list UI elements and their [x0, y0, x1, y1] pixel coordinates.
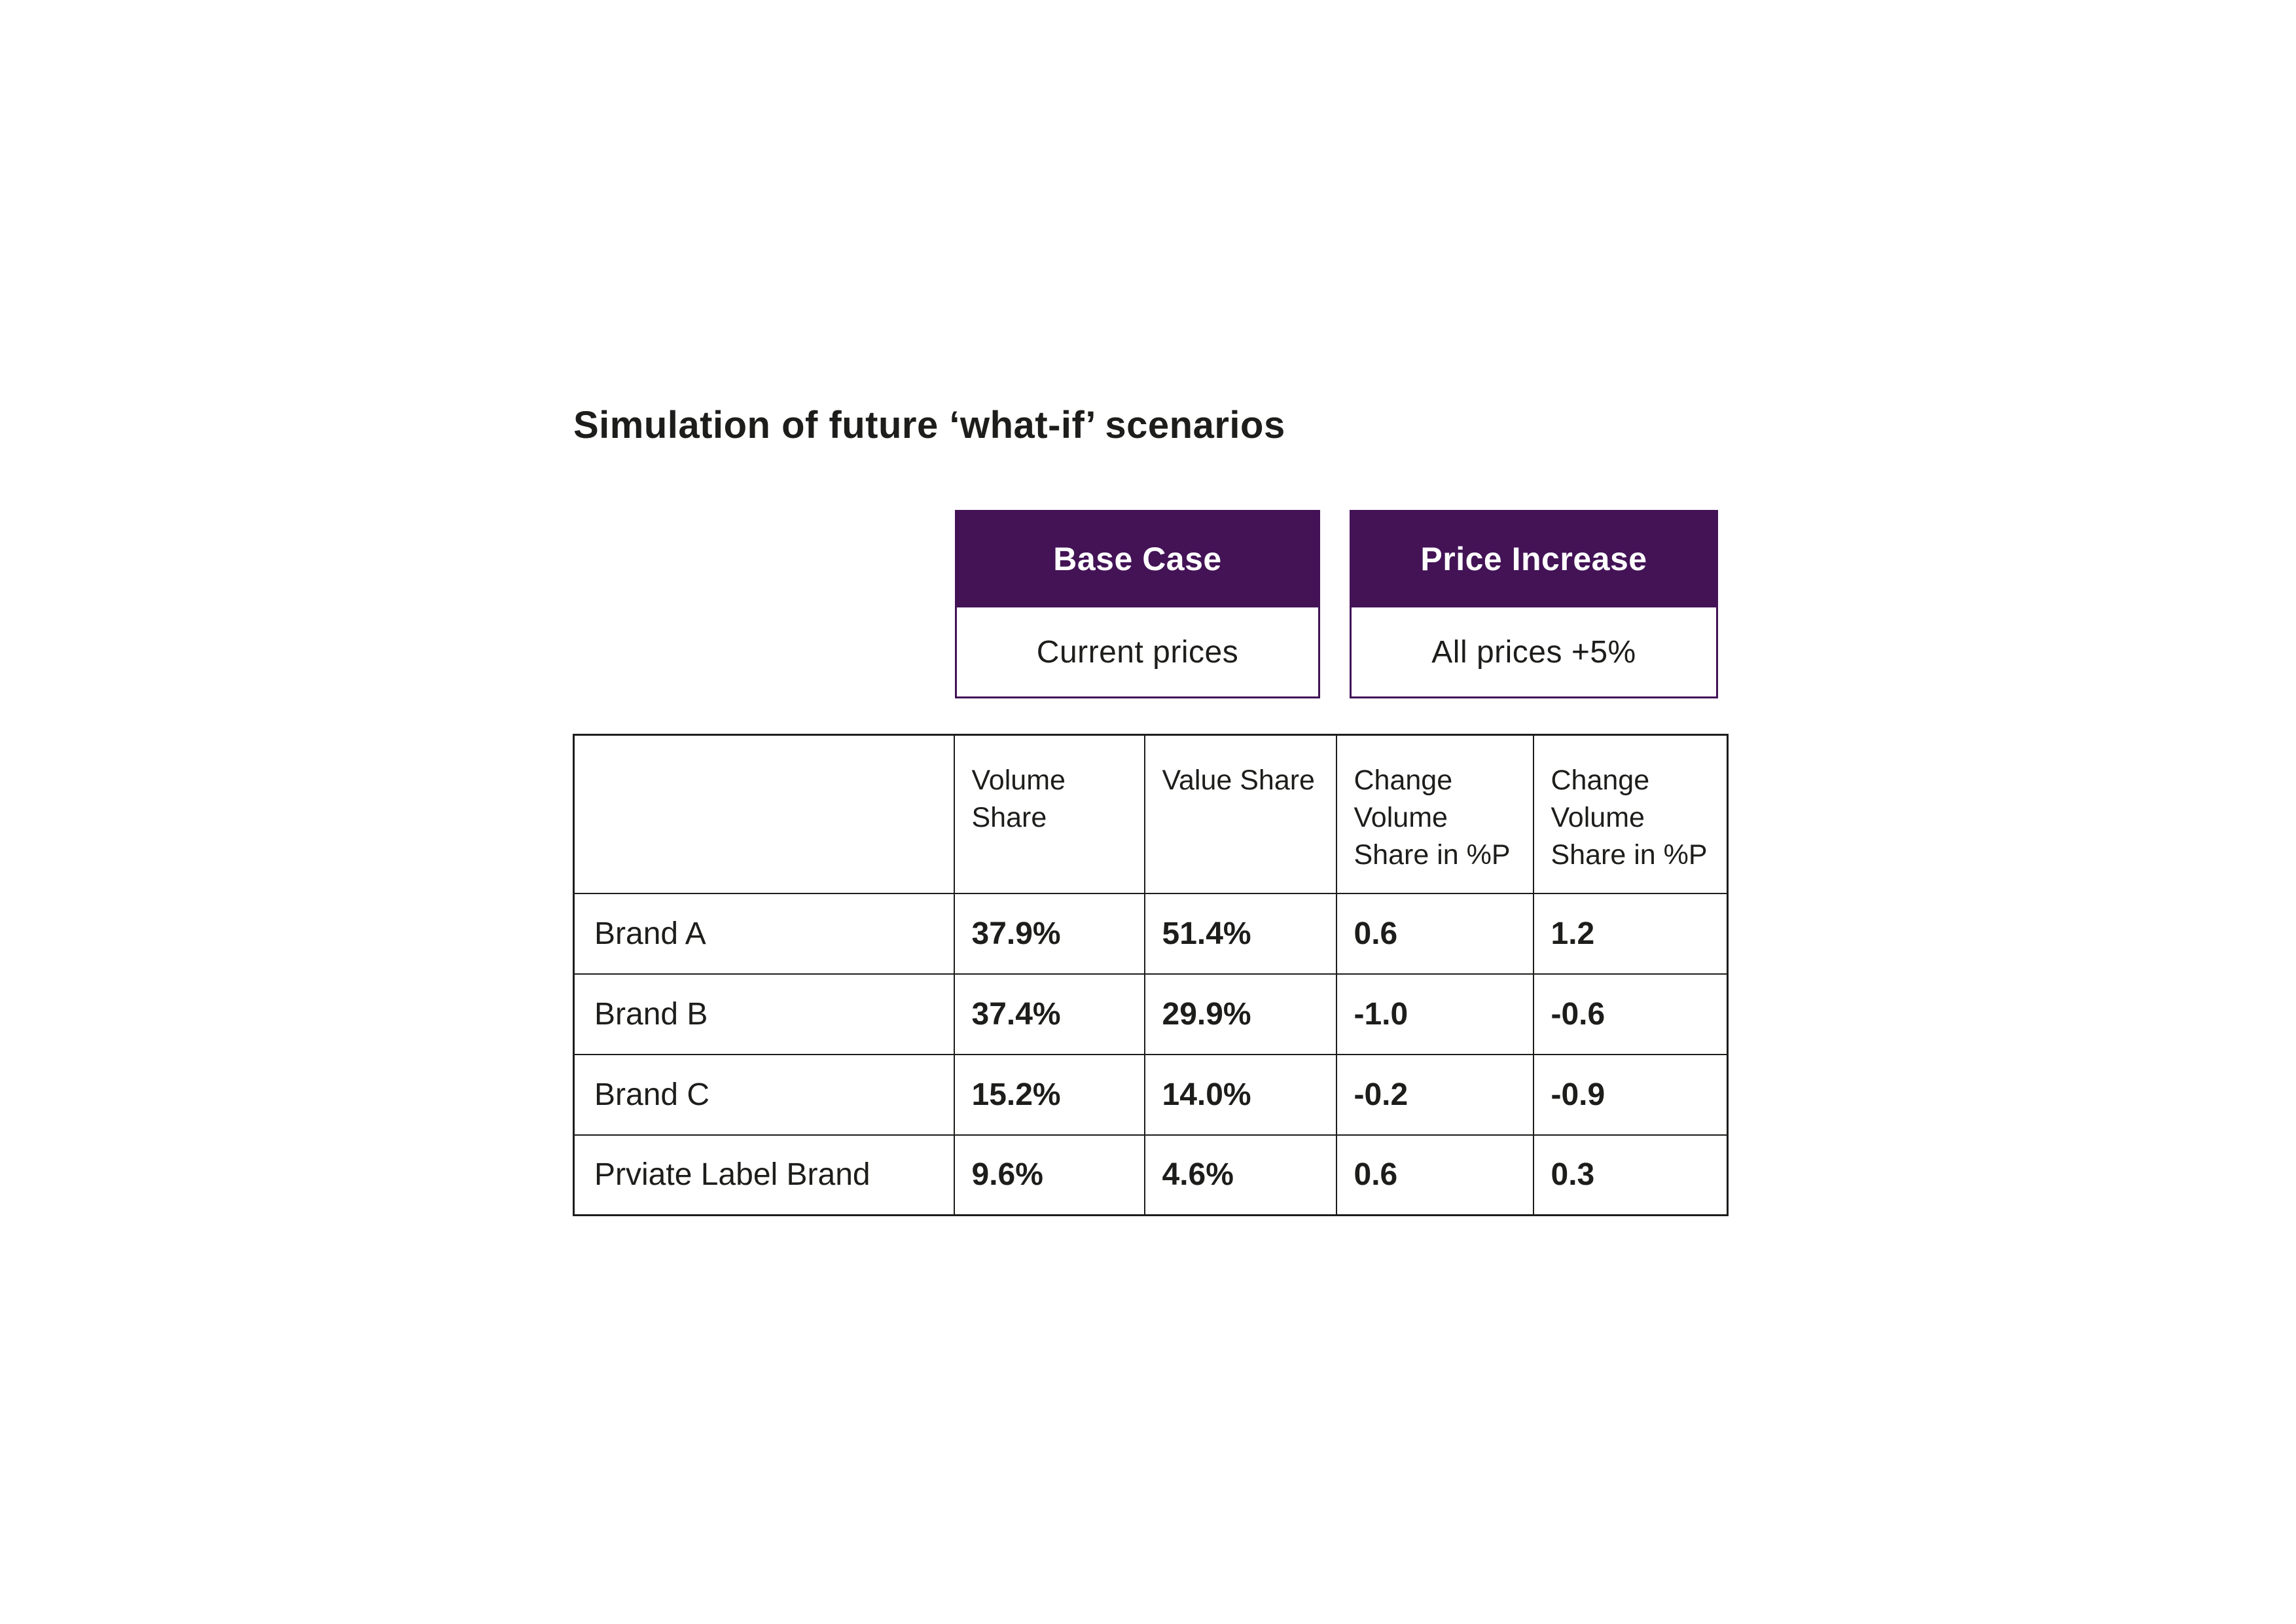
cell-volume-share: 37.4% — [953, 973, 1145, 1055]
cell-value-share: 4.6% — [1143, 1134, 1337, 1216]
table-row-brand-b: Brand B 37.4% 29.9% -1.0 -0.6 — [573, 973, 1729, 1055]
cell-volume-share: 37.9% — [953, 892, 1145, 975]
simulation-table: Volume Share Value Share Change Volume S… — [573, 734, 1729, 1216]
cell-value-share: 29.9% — [1143, 973, 1337, 1055]
table-row-private-label: Prviate Label Brand 9.6% 4.6% 0.6 0.3 — [573, 1134, 1729, 1216]
cell-change-price: 0.3 — [1532, 1134, 1729, 1216]
table-row-brand-a: Brand A 37.9% 51.4% 0.6 1.2 — [573, 892, 1729, 975]
scenario-base-case-description: Current prices — [955, 607, 1320, 698]
header-cell-volume-share: Volume Share — [953, 734, 1145, 894]
scenario-price-increase-header: Price Increase — [1350, 510, 1718, 607]
cell-volume-share: 15.2% — [953, 1053, 1145, 1136]
row-label: Brand B — [573, 973, 955, 1055]
cell-change-base: -1.0 — [1335, 973, 1534, 1055]
scenario-box-price-increase: Price Increase All prices +5% — [1350, 510, 1718, 698]
cell-change-price: -0.9 — [1532, 1053, 1729, 1136]
table-header-row: Volume Share Value Share Change Volume S… — [573, 734, 1729, 894]
row-label: Brand C — [573, 1053, 955, 1136]
scenario-base-case-header: Base Case — [955, 510, 1320, 607]
scenario-price-increase-description: All prices +5% — [1350, 607, 1718, 698]
row-label: Prviate Label Brand — [573, 1134, 955, 1216]
cell-change-base: 0.6 — [1335, 1134, 1534, 1216]
page-title: Simulation of future ‘what-if’ scenarios — [573, 404, 1285, 446]
table-row-brand-c: Brand C 15.2% 14.0% -0.2 -0.9 — [573, 1053, 1729, 1136]
cell-change-base: 0.6 — [1335, 892, 1534, 975]
scenario-box-base-case: Base Case Current prices — [955, 510, 1320, 698]
cell-change-price: 1.2 — [1532, 892, 1729, 975]
cell-volume-share: 9.6% — [953, 1134, 1145, 1216]
header-cell-change-volume-share-1: Change Volume Share in %P — [1335, 734, 1534, 894]
cell-value-share: 51.4% — [1143, 892, 1337, 975]
header-cell-empty — [573, 734, 955, 894]
cell-value-share: 14.0% — [1143, 1053, 1337, 1136]
row-label: Brand A — [573, 892, 955, 975]
header-cell-change-volume-share-2: Change Volume Share in %P — [1532, 734, 1729, 894]
header-cell-value-share: Value Share — [1143, 734, 1337, 894]
cell-change-price: -0.6 — [1532, 973, 1729, 1055]
cell-change-base: -0.2 — [1335, 1053, 1534, 1136]
